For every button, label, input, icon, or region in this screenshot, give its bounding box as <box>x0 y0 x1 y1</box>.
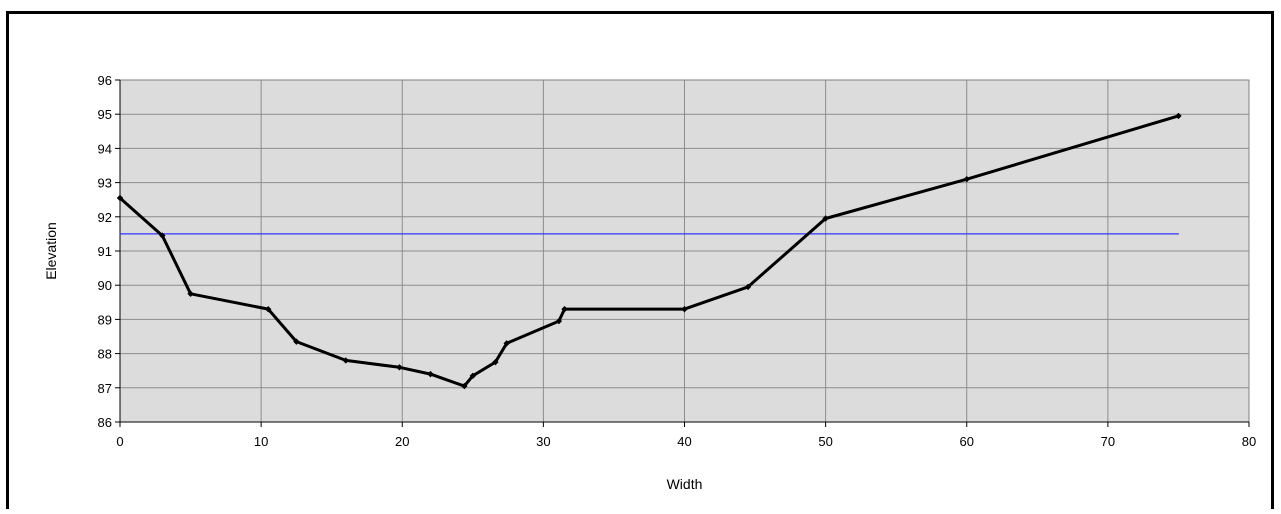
data-point <box>264 305 272 313</box>
data-point <box>561 305 568 313</box>
y-tick-label: 88 <box>98 347 112 362</box>
data-point <box>744 283 752 291</box>
data-point <box>293 338 300 345</box>
data-point <box>396 364 403 371</box>
data-point <box>822 215 829 222</box>
y-tick-label: 93 <box>98 176 112 191</box>
data-point <box>116 194 124 202</box>
y-tick-label: 94 <box>98 141 112 156</box>
data-point <box>342 357 349 364</box>
data-point <box>1175 112 1182 120</box>
x-tick-label: 10 <box>254 434 268 449</box>
data-point <box>427 370 434 378</box>
x-tick-label: 70 <box>1101 434 1115 449</box>
y-tick-label: 86 <box>98 415 112 430</box>
series-layer <box>116 112 1182 390</box>
y-tick-label: 87 <box>98 381 112 396</box>
data-point <box>555 317 563 325</box>
data-point <box>503 340 510 347</box>
x-axis-title: Width <box>667 476 703 492</box>
data-point <box>187 290 194 297</box>
x-tick-label: 30 <box>536 434 550 449</box>
y-axis-title: Elevation <box>43 222 59 280</box>
y-tick-label: 91 <box>98 244 112 259</box>
x-tick-label: 20 <box>395 434 409 449</box>
data-point <box>963 175 970 183</box>
data-point <box>159 232 166 239</box>
x-tick-label: 80 <box>1242 434 1256 449</box>
axes: 86 87 88 89 90 91 92 93 94 95 96 0 10 20 30 40 50 60 70 80 <box>98 73 1257 449</box>
y-tick-label: 95 <box>98 107 112 122</box>
y-tick-label: 90 <box>98 278 112 293</box>
x-tick-label: 60 <box>960 434 974 449</box>
data-point <box>469 372 477 380</box>
y-tick-label: 92 <box>98 210 112 225</box>
data-point <box>492 358 499 366</box>
data-point <box>461 382 468 390</box>
y-tick-label: 89 <box>98 312 112 327</box>
y-tick-label: 96 <box>98 73 112 88</box>
x-tick-label: 40 <box>677 434 691 449</box>
grid-lines <box>120 80 1249 422</box>
data-point <box>681 305 688 313</box>
x-tick-label: 0 <box>116 434 123 449</box>
x-tick-label: 50 <box>818 434 832 449</box>
